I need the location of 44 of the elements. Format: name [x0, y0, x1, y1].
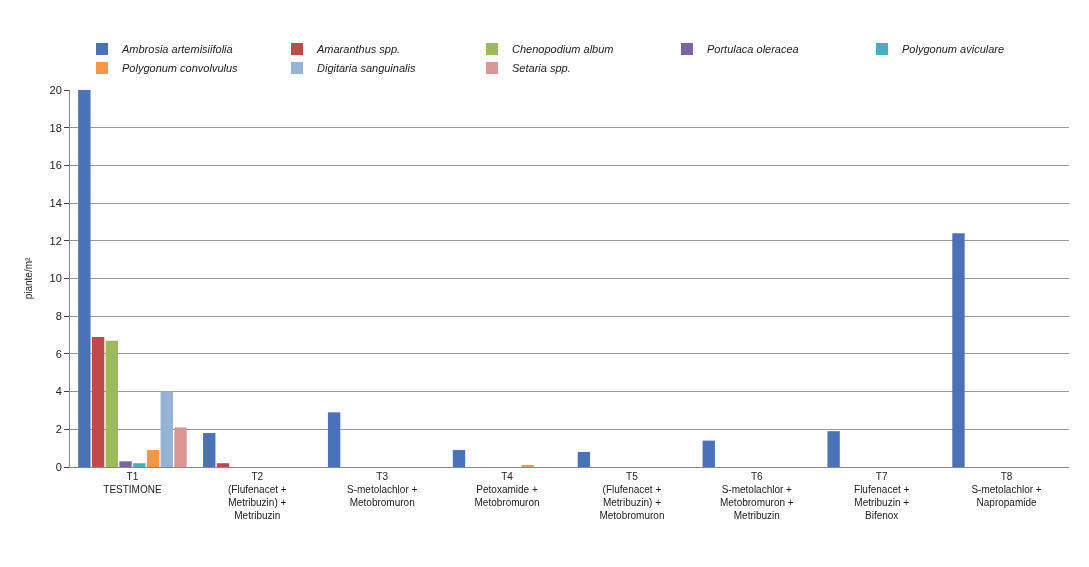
bar	[577, 451, 591, 467]
bar	[827, 431, 840, 467]
legend-label: Portulaca oleracea	[707, 43, 799, 56]
y-tick-label: 8	[55, 310, 62, 323]
y-axis-title: piante/m²	[22, 256, 34, 300]
bar	[91, 336, 105, 467]
legend-label: Ambrosia artemisiifolia	[121, 43, 233, 56]
legend-label: Digitaria sanguinalis	[317, 62, 416, 75]
bar	[327, 412, 341, 467]
bar	[203, 433, 216, 467]
x-tick-label: T4 Petoxamide + Metobromuron	[474, 471, 540, 508]
legend-label: Polygonum aviculare	[902, 43, 1005, 56]
x-tick-label: T1 TESTIMONE	[103, 471, 162, 495]
legend-label: Amaranthus spp.	[316, 43, 401, 56]
x-tick-label: T3 S-metolachlor + Metobromuron	[347, 471, 418, 508]
x-tick-label: T6 S-metolachlor + Metobromuron + Metribuzin	[719, 471, 794, 521]
bar	[702, 440, 715, 467]
x-tick-label: T2 (Flufenacet + Metribuzin) + Metribuzin	[227, 471, 287, 521]
bar	[216, 463, 230, 467]
bar	[160, 391, 173, 467]
bar	[952, 233, 965, 467]
legend-label: Polygonum convolvulus	[122, 62, 239, 75]
bar	[146, 450, 160, 467]
legend-label: Chenopodium album	[512, 43, 614, 56]
bar	[78, 90, 91, 467]
bar	[119, 461, 132, 467]
y-tick-label: 12	[49, 234, 62, 247]
y-tick-label: 14	[49, 196, 62, 209]
x-tick-label: T5 (Flufenacet + Metribuzin) + Metobromuron	[599, 471, 665, 521]
bar	[174, 427, 187, 467]
legend-label: Setaria spp.	[512, 62, 571, 75]
y-tick-label: 10	[49, 272, 62, 285]
y-tick-label: 0	[55, 460, 62, 473]
y-tick-label: 6	[55, 347, 62, 360]
bar	[133, 463, 146, 467]
y-tick-label: 4	[55, 385, 62, 398]
y-tick-label: 20	[49, 83, 62, 96]
bar	[105, 340, 119, 467]
bar	[452, 450, 466, 467]
x-tick-label: T7 Flufenacet + Metribuzin + Bifenox	[854, 471, 910, 521]
x-tick-label: T8 S-metolachlor + Napropamide	[971, 471, 1042, 508]
y-tick-label: 16	[49, 159, 62, 172]
y-tick-label: 18	[49, 121, 62, 134]
y-tick-label: 2	[55, 423, 62, 436]
